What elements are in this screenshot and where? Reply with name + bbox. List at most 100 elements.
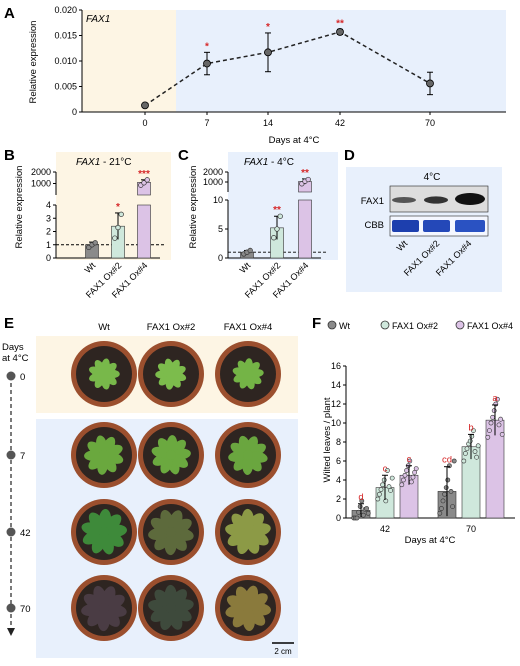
leaf	[170, 532, 187, 551]
ytick-label-f: 2	[336, 494, 341, 504]
bar-lower-B	[137, 204, 151, 259]
rosette-center	[243, 603, 253, 613]
timeline-dot-7	[6, 450, 16, 460]
gene-label-b: FAX1	[76, 157, 100, 168]
xtick-label-a: 7	[204, 118, 209, 128]
gene-label-a: FAX1	[86, 14, 110, 25]
point-C	[277, 213, 283, 219]
leaf	[171, 453, 189, 468]
timeline-dot-70	[6, 603, 16, 613]
point-f	[365, 510, 371, 516]
timeline-dot-42	[6, 527, 16, 537]
point-f	[404, 468, 409, 473]
ytick-label-f: 6	[336, 456, 341, 466]
rosette-center	[99, 450, 109, 460]
point-f	[451, 458, 457, 464]
point-f	[413, 466, 419, 471]
point-f	[475, 443, 481, 449]
point-f	[380, 482, 385, 488]
point-f	[438, 506, 444, 511]
ytick-label-f: 8	[336, 437, 341, 447]
panel-label-a: A	[4, 5, 15, 22]
panel-label-b: B	[4, 147, 15, 164]
timeline-title-1: Days	[2, 342, 24, 353]
xlabel-f: Days at 4°C	[405, 535, 456, 546]
point-f	[445, 477, 451, 483]
category-label-B: Wt	[83, 260, 98, 275]
rosette-center	[99, 527, 109, 537]
significance-C: **	[301, 168, 309, 179]
panel-label-f: F	[312, 315, 321, 332]
significance-C: **	[273, 205, 281, 216]
ytick-label-a: 0.020	[54, 5, 77, 15]
title-b: FAX1 - 21°C	[76, 157, 132, 168]
point-f	[499, 431, 505, 437]
condition-b: - 21°C	[100, 157, 131, 168]
data-point-a	[141, 101, 149, 110]
leaf	[232, 608, 250, 628]
band-wt	[392, 197, 416, 203]
point-f	[388, 488, 393, 493]
significance-a: *	[205, 41, 209, 52]
rosette-center	[166, 603, 176, 613]
warm-background	[82, 10, 176, 112]
point-B	[118, 211, 124, 217]
point-f	[486, 428, 492, 433]
ytick-label-f: 12	[331, 399, 341, 409]
ytick-label-B: 0	[46, 253, 51, 263]
panel-label-d: D	[344, 147, 355, 164]
ylabel-c: Relative expression	[188, 166, 199, 249]
scale-bar-label: 2 cm	[274, 647, 292, 656]
cbb-lane-ox2	[423, 220, 450, 232]
category-label-f: 70	[466, 524, 476, 534]
significance-a: *	[266, 22, 270, 33]
legend-label-f: FAX1 Ox#2	[392, 321, 438, 331]
panel-label-e: E	[4, 315, 14, 332]
point-f	[467, 438, 473, 444]
ytick-label-a: 0.010	[54, 56, 77, 66]
significance-a: **	[336, 18, 344, 29]
plant-photo-grid	[71, 341, 281, 641]
significance-B: *	[116, 202, 120, 213]
point-B	[112, 235, 118, 241]
bar-chart-f: 0 2 4 6 8 10 12 14 16 42 d c c 70 cd b a Wt FAX1 Ox#2 FAX1 …	[327, 320, 515, 534]
point-B	[144, 177, 150, 183]
point-f	[461, 458, 467, 464]
data-point-a	[336, 28, 344, 36]
legend-marker-f	[327, 320, 337, 330]
ytick-label-C: 5	[218, 224, 223, 234]
ytick-label-a: 0.005	[54, 82, 77, 92]
significance-B: ***	[138, 169, 150, 180]
point-f	[485, 434, 491, 440]
point-f	[360, 512, 366, 518]
point-f	[359, 498, 365, 504]
data-point-a	[264, 48, 272, 57]
ytick-label-a: 0.015	[54, 31, 77, 41]
gene-label-c: FAX1	[244, 157, 268, 168]
timepoint-7: 7	[20, 451, 25, 462]
rosette-center	[99, 603, 109, 613]
point-f	[375, 496, 381, 502]
legend-marker-f	[455, 320, 465, 330]
ytick-label-B: 2000	[31, 167, 51, 177]
point-f	[474, 454, 479, 460]
point-f	[498, 416, 503, 422]
point-f	[472, 449, 478, 454]
band-ox2	[424, 196, 448, 204]
ylabel-f: Wilted leaves / plant	[322, 397, 333, 482]
data-point-a	[203, 59, 211, 68]
point-B	[115, 224, 121, 231]
point-f	[364, 506, 369, 511]
ytick-label-f: 14	[331, 380, 341, 390]
column-label-wt: Wt	[98, 322, 110, 333]
ytick-label-C: 2000	[203, 167, 223, 177]
significance-letter-f: cd	[442, 455, 452, 466]
bar-lower-C	[298, 199, 312, 259]
point-f	[440, 498, 446, 504]
timeline-dot-0	[6, 371, 16, 381]
xlabel-a: Days at 4°C	[269, 135, 320, 146]
category-label-f: 42	[380, 524, 390, 534]
